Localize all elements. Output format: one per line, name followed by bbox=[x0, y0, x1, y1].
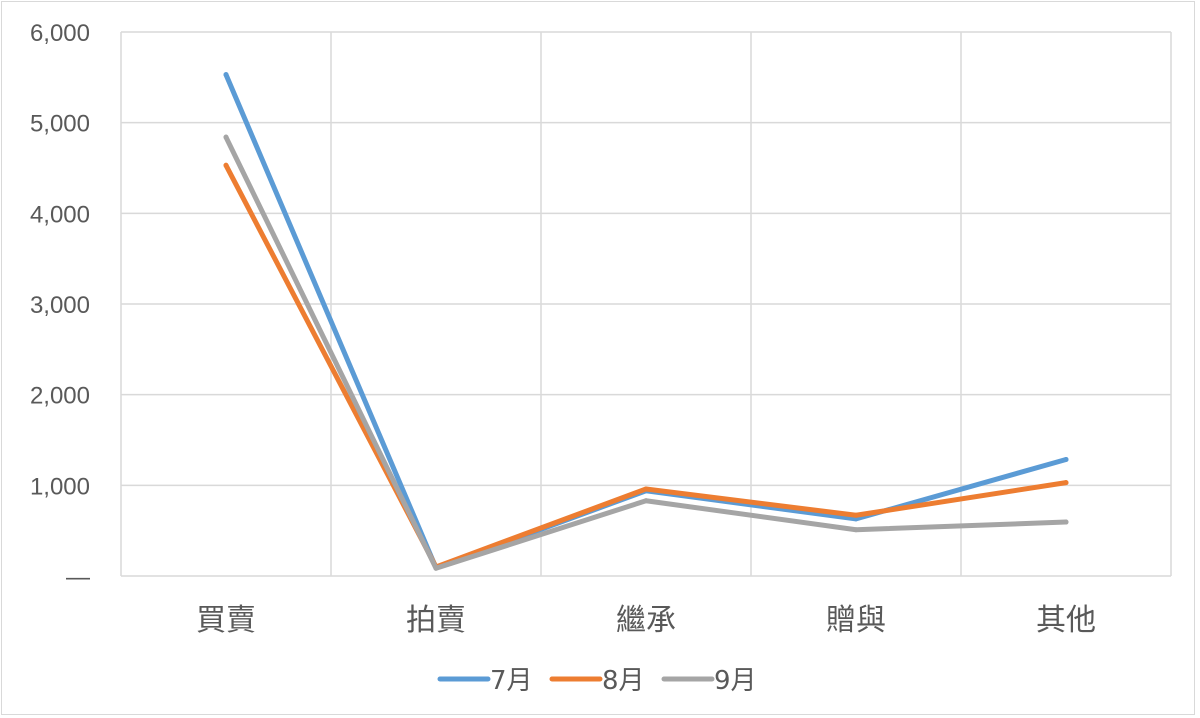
x-tick-label-2: 繼承 bbox=[616, 603, 676, 638]
data-point-2-3 bbox=[853, 527, 859, 533]
y-tick-label-3000: 3,000 bbox=[30, 292, 90, 319]
y-tick-label-1000: 1,000 bbox=[30, 473, 90, 500]
y-tick-label-5000: 5,000 bbox=[30, 111, 90, 138]
x-tick-label-3: 贈與 bbox=[826, 603, 886, 638]
data-point-2-4 bbox=[1063, 519, 1069, 525]
y-tick-label-6000: 6,000 bbox=[30, 20, 90, 47]
legend: 7月 8月 9月 bbox=[437, 666, 757, 696]
y-tick-label-4000: 4,000 bbox=[30, 201, 90, 228]
legend-label-1: 8月 bbox=[602, 666, 645, 696]
legend-label-2: 9月 bbox=[714, 666, 757, 696]
x-tick-label-1: 拍賣 bbox=[406, 603, 466, 638]
axis-labels: — 1,000 2,000 3,000 4,000 5,000 6,000 買賣 拍賣 繼承 贈與 其… bbox=[30, 20, 1096, 638]
data-point-0-0 bbox=[223, 72, 229, 78]
data-point-1-3 bbox=[853, 512, 859, 518]
y-tick-label-2000: 2,000 bbox=[30, 383, 90, 410]
grid-lines bbox=[120, 31, 1172, 576]
data-point-1-4 bbox=[1063, 480, 1069, 486]
data-point-0-4 bbox=[1063, 456, 1069, 462]
series-line-0 bbox=[223, 72, 1069, 571]
x-tick-label-4: 其他 bbox=[1036, 603, 1096, 638]
data-point-0-3 bbox=[853, 516, 859, 522]
data-point-2-0 bbox=[223, 134, 229, 140]
y-tick-label-0: — bbox=[66, 564, 90, 591]
data-point-1-2 bbox=[643, 486, 649, 492]
legend-label-0: 7月 bbox=[490, 666, 533, 696]
data-point-2-1 bbox=[433, 565, 439, 571]
data-point-2-2 bbox=[643, 498, 649, 504]
x-tick-label-0: 買賣 bbox=[196, 603, 256, 638]
data-point-1-0 bbox=[223, 162, 229, 168]
series-lines bbox=[223, 72, 1069, 571]
